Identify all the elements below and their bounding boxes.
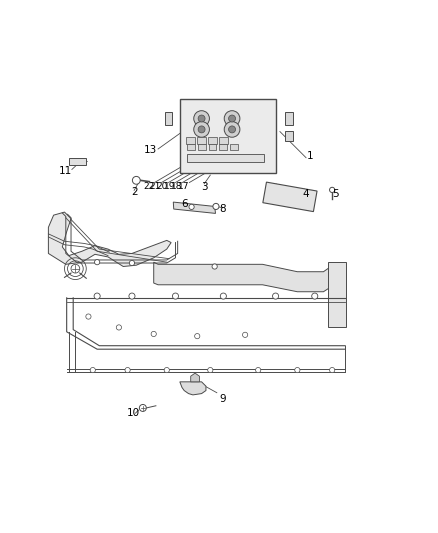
Circle shape bbox=[194, 111, 209, 126]
Bar bbox=[219, 137, 228, 143]
Circle shape bbox=[312, 293, 318, 299]
Bar bbox=[186, 137, 195, 143]
Text: 22: 22 bbox=[143, 182, 154, 191]
Bar bbox=[208, 144, 216, 150]
Circle shape bbox=[198, 126, 205, 133]
Text: 2: 2 bbox=[131, 187, 138, 197]
Text: 1: 1 bbox=[307, 151, 314, 161]
Circle shape bbox=[173, 293, 179, 299]
Bar bbox=[208, 137, 217, 143]
Circle shape bbox=[151, 332, 156, 336]
Circle shape bbox=[329, 367, 335, 373]
Circle shape bbox=[229, 126, 236, 133]
Bar bbox=[180, 99, 276, 173]
Circle shape bbox=[213, 204, 219, 209]
Circle shape bbox=[139, 405, 146, 411]
Circle shape bbox=[94, 293, 100, 299]
Bar bbox=[198, 144, 205, 150]
Circle shape bbox=[116, 325, 121, 330]
Text: 10: 10 bbox=[127, 408, 140, 418]
Text: 4: 4 bbox=[303, 189, 309, 199]
Polygon shape bbox=[173, 202, 215, 213]
Bar bbox=[165, 112, 173, 125]
Bar bbox=[230, 144, 238, 150]
Bar bbox=[187, 144, 194, 150]
Text: 6: 6 bbox=[181, 199, 187, 209]
Polygon shape bbox=[154, 262, 345, 292]
Text: 19: 19 bbox=[164, 182, 175, 191]
Text: 9: 9 bbox=[219, 394, 226, 404]
Circle shape bbox=[229, 115, 236, 122]
Polygon shape bbox=[48, 212, 171, 266]
Circle shape bbox=[220, 293, 226, 299]
Circle shape bbox=[90, 367, 95, 373]
Polygon shape bbox=[191, 373, 199, 382]
Circle shape bbox=[272, 293, 279, 299]
Bar bbox=[197, 137, 206, 143]
Circle shape bbox=[329, 187, 335, 192]
Bar bbox=[187, 154, 264, 162]
Text: 20: 20 bbox=[157, 182, 168, 191]
Text: 18: 18 bbox=[170, 182, 182, 191]
Circle shape bbox=[129, 293, 135, 299]
Circle shape bbox=[212, 264, 217, 269]
Bar bbox=[219, 144, 227, 150]
Circle shape bbox=[132, 176, 140, 184]
Polygon shape bbox=[180, 382, 206, 395]
Circle shape bbox=[198, 115, 205, 122]
Circle shape bbox=[255, 367, 261, 373]
Polygon shape bbox=[328, 262, 346, 327]
Circle shape bbox=[164, 367, 170, 373]
Text: 21: 21 bbox=[150, 182, 161, 191]
Circle shape bbox=[194, 122, 209, 137]
Circle shape bbox=[125, 367, 130, 373]
Circle shape bbox=[243, 332, 248, 337]
Circle shape bbox=[86, 314, 91, 319]
Circle shape bbox=[208, 367, 213, 373]
Text: 8: 8 bbox=[219, 205, 226, 214]
Text: 17: 17 bbox=[177, 182, 189, 191]
Circle shape bbox=[189, 204, 194, 209]
Polygon shape bbox=[263, 182, 317, 212]
Bar bbox=[285, 112, 293, 125]
Circle shape bbox=[224, 111, 240, 126]
Circle shape bbox=[295, 367, 300, 373]
Text: 3: 3 bbox=[201, 182, 208, 192]
Text: 11: 11 bbox=[59, 166, 72, 176]
Circle shape bbox=[129, 261, 134, 265]
Bar bbox=[69, 158, 86, 165]
Text: 13: 13 bbox=[144, 145, 157, 155]
Text: 5: 5 bbox=[332, 189, 339, 199]
Circle shape bbox=[194, 334, 200, 339]
Circle shape bbox=[95, 260, 100, 265]
Bar bbox=[285, 131, 293, 141]
Circle shape bbox=[224, 122, 240, 137]
